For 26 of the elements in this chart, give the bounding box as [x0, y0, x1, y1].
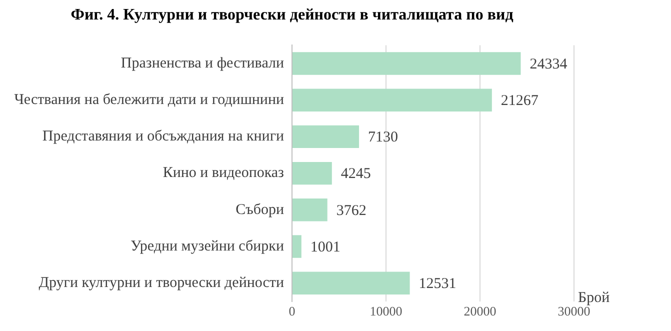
x-tick-label: 20000 — [464, 304, 496, 319]
bar — [292, 88, 492, 112]
chart-title: Фиг. 4. Културни и творчески дейности в читалищата по вид — [70, 6, 514, 24]
y-tick-label: Чествания на бележити дати и годишнини — [14, 92, 284, 108]
x-tick-label: 10000 — [370, 304, 402, 319]
bar — [292, 162, 332, 185]
y-tick-label: Уредни музейни сбирки — [130, 238, 284, 254]
data-label: 12531 — [418, 276, 456, 292]
y-tick-label: Представяния и обсъждания на книги — [42, 128, 284, 145]
data-label: 21267 — [500, 93, 539, 110]
data-label: 3762 — [336, 202, 366, 219]
bar — [292, 272, 410, 294]
bar — [292, 52, 521, 75]
data-label: 24334 — [530, 56, 568, 72]
y-tick-label: Събори — [236, 202, 284, 218]
x-tick-label: 0 — [288, 304, 296, 319]
bar — [292, 198, 328, 222]
bar — [292, 125, 360, 148]
y-tick-label: Други културни и творчески дейности — [38, 275, 284, 292]
x-axis-title: Брой — [578, 290, 610, 306]
y-tick-label: Кино и видеопоказ — [162, 165, 284, 182]
bar — [292, 235, 302, 258]
data-label: 7130 — [368, 130, 398, 146]
data-label: 1001 — [310, 239, 340, 256]
y-tick-label: Празненства и фестивали — [120, 55, 284, 72]
data-label: 4245 — [340, 166, 371, 182]
